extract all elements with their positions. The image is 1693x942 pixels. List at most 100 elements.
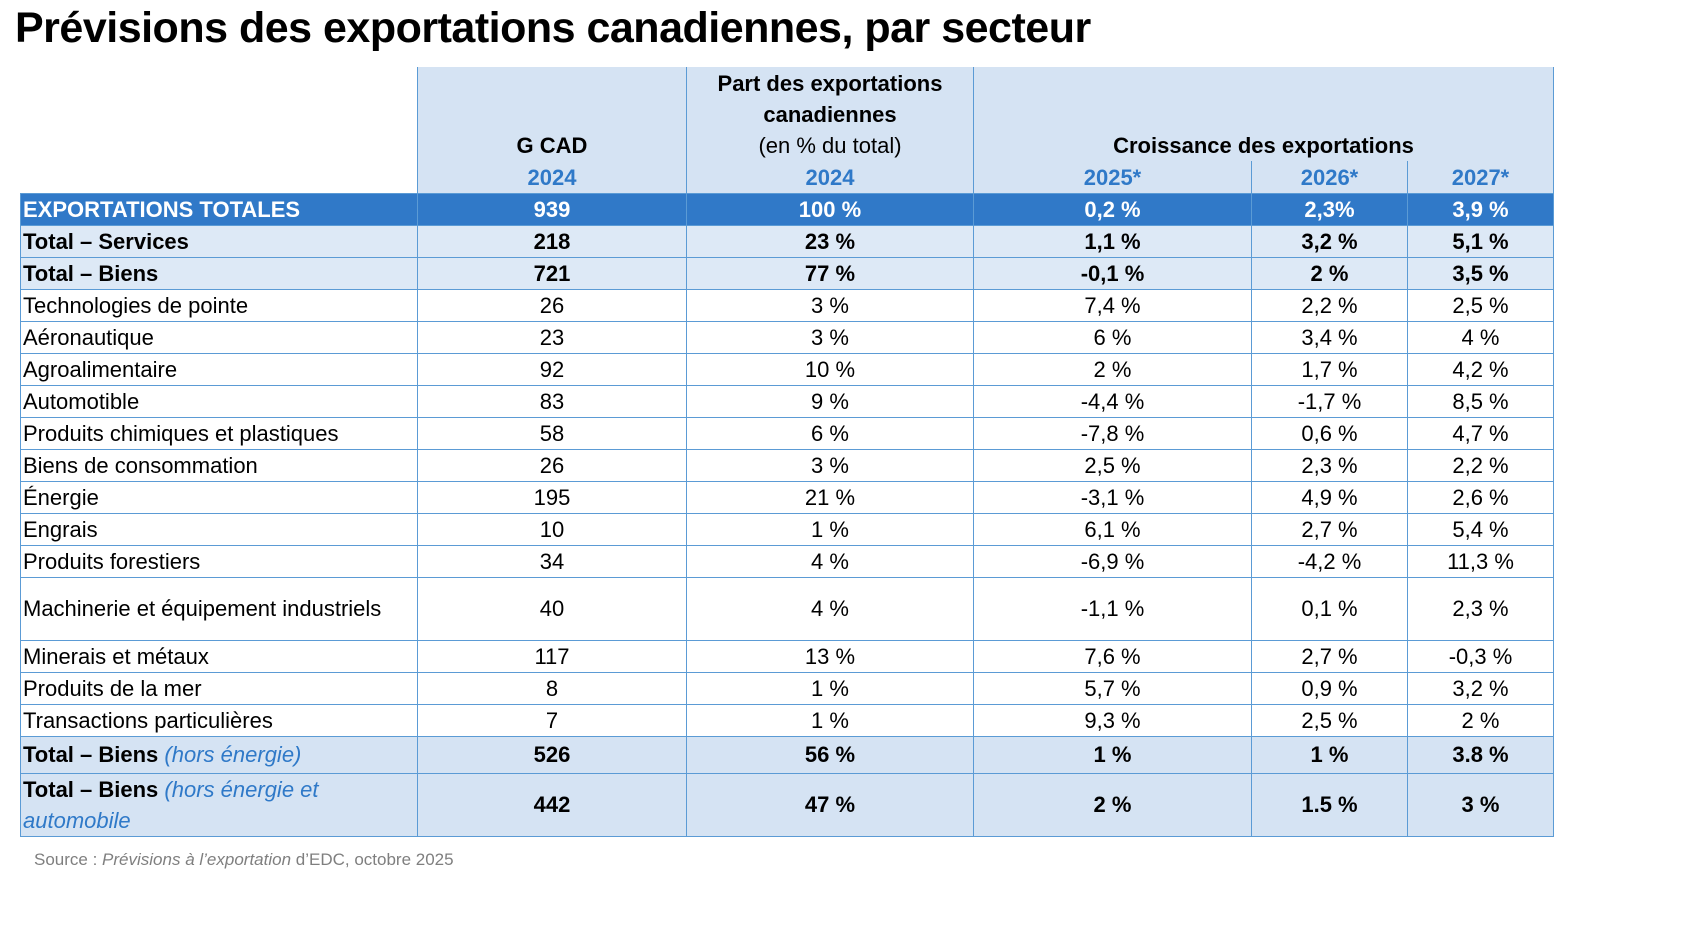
row-label: Engrais: [20, 512, 418, 546]
cell-g2025: 1,1 %: [973, 224, 1252, 258]
cell-g2027: 8,5 %: [1407, 384, 1554, 418]
cell-g2025: 7,4 %: [973, 288, 1252, 322]
cell-g2026: 2,3%: [1251, 192, 1408, 226]
cell-g2025: 0,2 %: [973, 192, 1252, 226]
cell-g2026: 2,5 %: [1251, 703, 1408, 737]
cell-g2026: 3,2 %: [1251, 224, 1408, 258]
cell-gcad: 195: [417, 480, 687, 514]
year-gcad: 2024: [417, 161, 687, 193]
cell-g2026: 2,7 %: [1251, 639, 1408, 673]
cell-g2025: 5,7 %: [973, 671, 1252, 705]
subtotal-row: Total – Services 218 23 % 1,1 % 3,2 % 5,1 %: [20, 224, 1554, 258]
cell-part: 23 %: [686, 224, 974, 258]
row-label: Biens de consommation: [20, 448, 418, 482]
source-note: Source : Prévisions à l’exportation d’ED…: [34, 850, 454, 869]
cell-g2027: 3.8 %: [1407, 735, 1554, 774]
table-row: Produits de la mer 8 1 % 5,7 % 0,9 % 3,2 %: [20, 671, 1554, 705]
cell-g2026: 0,1 %: [1251, 576, 1408, 641]
row-note: (hors énergie): [164, 742, 302, 767]
cell-part: 3 %: [686, 288, 974, 322]
cell-g2026: -4,2 %: [1251, 544, 1408, 578]
table-row: Énergie 195 21 % -3,1 % 4,9 % 2,6 %: [20, 480, 1554, 514]
cell-gcad: 40: [417, 576, 687, 641]
cell-part: 21 %: [686, 480, 974, 514]
cell-part: 77 %: [686, 256, 974, 290]
cell-g2026: 0,6 %: [1251, 416, 1408, 450]
cell-g2025: -7,8 %: [973, 416, 1252, 450]
cell-g2027: 5,1 %: [1407, 224, 1554, 258]
cell-g2026: 2,2 %: [1251, 288, 1408, 322]
cell-part: 6 %: [686, 416, 974, 450]
row-label: Total – Biens: [20, 256, 418, 290]
cell-part: 9 %: [686, 384, 974, 418]
cell-g2026: 0,9 %: [1251, 671, 1408, 705]
row-label: Produits de la mer: [20, 671, 418, 705]
cell-gcad: 83: [417, 384, 687, 418]
cell-g2026: 1,7 %: [1251, 352, 1408, 386]
cell-part: 1 %: [686, 703, 974, 737]
cell-g2027: 3,9 %: [1407, 192, 1554, 226]
row-label: Énergie: [20, 480, 418, 514]
cell-g2027: 2 %: [1407, 703, 1554, 737]
table-row: Produits forestiers 34 4 % -6,9 % -4,2 % 11,3…: [20, 544, 1554, 578]
year-2025: 2025*: [973, 161, 1252, 193]
cell-gcad: 10: [417, 512, 687, 546]
cell-g2025: 2 %: [973, 352, 1252, 386]
header-part: Part des exportations canadiennes (en % …: [686, 67, 974, 161]
row-label: Produits forestiers: [20, 544, 418, 578]
cell-g2025: 1 %: [973, 735, 1252, 774]
cell-g2027: -0,3 %: [1407, 639, 1554, 673]
cell-g2025: 2,5 %: [973, 448, 1252, 482]
row-label: Produits chimiques et plastiques: [20, 416, 418, 450]
row-label: Aéronautique: [20, 320, 418, 354]
cell-g2025: 2 %: [973, 772, 1252, 837]
cell-g2025: -4,4 %: [973, 384, 1252, 418]
row-label: Technologies de pointe: [20, 288, 418, 322]
cell-g2025: -0,1 %: [973, 256, 1252, 290]
table-row: Aéronautique 23 3 % 6 % 3,4 % 4 %: [20, 320, 1554, 354]
cell-g2025: 7,6 %: [973, 639, 1252, 673]
cell-gcad: 26: [417, 288, 687, 322]
cell-g2025: 6,1 %: [973, 512, 1252, 546]
cell-g2026: 2,7 %: [1251, 512, 1408, 546]
cell-g2027: 4,7 %: [1407, 416, 1554, 450]
cell-g2026: 2 %: [1251, 256, 1408, 290]
cell-gcad: 939: [417, 192, 687, 226]
row-label: Machinerie et équipement industriels: [20, 576, 418, 641]
cell-g2027: 3 %: [1407, 772, 1554, 837]
cell-g2026: 2,3 %: [1251, 448, 1408, 482]
cell-g2025: 6 %: [973, 320, 1252, 354]
cell-part: 13 %: [686, 639, 974, 673]
row-label: Transactions particulières: [20, 703, 418, 737]
cell-g2027: 3,5 %: [1407, 256, 1554, 290]
page-title: Prévisions des exportations canadiennes,…: [15, 4, 1091, 52]
cell-gcad: 58: [417, 416, 687, 450]
cell-g2027: 4,2 %: [1407, 352, 1554, 386]
header-gcad: G CAD: [417, 67, 687, 161]
cell-g2026: 1 %: [1251, 735, 1408, 774]
header-growth: Croissance des exportations: [973, 67, 1554, 161]
cell-part: 56 %: [686, 735, 974, 774]
cell-g2027: 3,2 %: [1407, 671, 1554, 705]
year-2027: 2027*: [1407, 161, 1554, 193]
cell-g2026: 1.5 %: [1251, 772, 1408, 837]
cell-g2027: 4 %: [1407, 320, 1554, 354]
cell-g2027: 2,5 %: [1407, 288, 1554, 322]
cell-g2025: -6,9 %: [973, 544, 1252, 578]
cell-gcad: 721: [417, 256, 687, 290]
cell-gcad: 218: [417, 224, 687, 258]
table-row: Biens de consommation 26 3 % 2,5 % 2,3 % 2,2 …: [20, 448, 1554, 482]
subtotal-row: Total – Biens (hors énergie) 526 56 % 1 % 1 …: [20, 735, 1554, 774]
cell-gcad: 23: [417, 320, 687, 354]
cell-part: 1 %: [686, 512, 974, 546]
cell-g2025: -3,1 %: [973, 480, 1252, 514]
row-label: Automotible: [20, 384, 418, 418]
cell-gcad: 7: [417, 703, 687, 737]
year-2026: 2026*: [1251, 161, 1408, 193]
table-row: Produits chimiques et plastiques 58 6 % -7,…: [20, 416, 1554, 450]
row-label: EXPORTATIONS TOTALES: [20, 192, 418, 226]
row-note: (hors énergie et automobile: [23, 776, 319, 833]
year-part: 2024: [686, 161, 974, 193]
row-label: Agroalimentaire: [20, 352, 418, 386]
table-row: Technologies de pointe 26 3 % 7,4 % 2,2 % 2,5…: [20, 288, 1554, 322]
